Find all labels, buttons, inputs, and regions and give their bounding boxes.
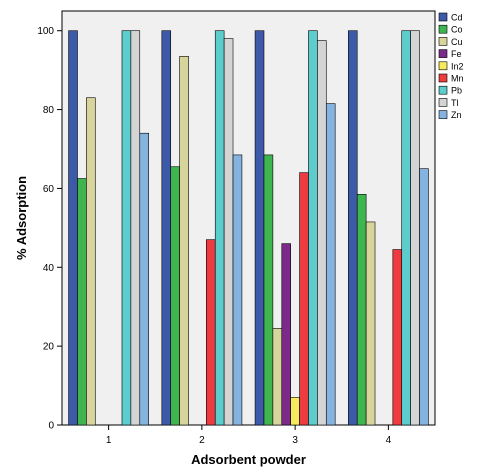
legend-label-cu: Cu bbox=[451, 37, 463, 47]
bar-pb-3 bbox=[308, 30, 318, 426]
legend-swatch-cd bbox=[438, 12, 448, 22]
plot-area bbox=[61, 10, 436, 426]
legend: Cd Co Cu Fe In2 Mn Pb Tl Zn bbox=[438, 12, 464, 120]
bar-tl-3 bbox=[317, 40, 327, 426]
bar-tl-1 bbox=[130, 30, 141, 426]
y-tick-label: 60 bbox=[43, 184, 55, 195]
legend-label-tl: Tl bbox=[451, 98, 459, 108]
bar-cu-4 bbox=[365, 221, 376, 426]
bar-cu-3 bbox=[272, 328, 283, 426]
bar-zn-3 bbox=[325, 103, 336, 426]
bar-co-3 bbox=[263, 154, 274, 426]
bar-mn-2 bbox=[206, 239, 216, 426]
legend-label-pb: Pb bbox=[451, 86, 462, 96]
legend-label-fe: Fe bbox=[451, 49, 462, 59]
y-tick-label: 80 bbox=[43, 105, 55, 116]
legend-swatch-cu bbox=[438, 37, 448, 46]
x-tick-label: 3 bbox=[292, 435, 298, 446]
bar-cd-4 bbox=[348, 30, 358, 426]
bar-tl-2 bbox=[223, 38, 234, 426]
bar-in2-3 bbox=[290, 397, 300, 426]
bar-pb-4 bbox=[401, 30, 411, 426]
x-tick-label: 1 bbox=[106, 435, 112, 446]
bar-cd-1 bbox=[68, 30, 78, 426]
bars-group bbox=[68, 30, 429, 426]
bar-cu-2 bbox=[179, 56, 189, 426]
x-tick-label: 4 bbox=[386, 435, 392, 446]
y-axis-title: % Adsorption bbox=[14, 176, 29, 260]
bar-mn-4 bbox=[392, 249, 403, 426]
y-tick-label: 100 bbox=[37, 26, 54, 37]
legend-swatch-in2 bbox=[438, 61, 448, 71]
bar-co-2 bbox=[170, 166, 180, 426]
y-tick-label: 40 bbox=[43, 263, 55, 274]
legend-label-co: Co bbox=[451, 25, 463, 35]
bar-zn-4 bbox=[419, 168, 429, 426]
bar-cu-1 bbox=[86, 97, 96, 426]
bar-cd-2 bbox=[161, 30, 172, 426]
y-tick-label: 0 bbox=[48, 421, 54, 432]
y-axis: 0 20 40 60 80 100 bbox=[37, 26, 62, 432]
y-tick-label: 20 bbox=[43, 342, 55, 353]
legend-label-cd: Cd bbox=[451, 13, 463, 23]
legend-label-zn: Zn bbox=[451, 110, 462, 120]
legend-swatch-tl bbox=[438, 98, 448, 107]
bar-co-4 bbox=[356, 194, 367, 426]
legend-swatch-pb bbox=[438, 85, 448, 95]
legend-swatch-mn bbox=[438, 73, 448, 83]
legend-swatch-fe bbox=[438, 49, 448, 58]
bar-pb-2 bbox=[214, 30, 225, 426]
bar-co-1 bbox=[77, 178, 87, 426]
bar-fe-3 bbox=[281, 243, 291, 426]
legend-label-mn: Mn bbox=[451, 74, 464, 84]
x-axis-title: Adsorbent powder bbox=[191, 452, 306, 467]
x-tick-label: 2 bbox=[199, 435, 205, 446]
legend-swatch-co bbox=[438, 24, 448, 34]
bar-pb-1 bbox=[121, 30, 132, 426]
bar-tl-4 bbox=[410, 30, 420, 426]
x-axis: 1 2 3 4 bbox=[106, 425, 392, 446]
bar-zn-2 bbox=[232, 154, 243, 426]
bar-cd-3 bbox=[254, 30, 265, 426]
legend-label-in2: In2 bbox=[451, 61, 464, 71]
bar-mn-3 bbox=[299, 172, 309, 426]
bar-zn-1 bbox=[139, 132, 149, 426]
legend-swatch-zn bbox=[438, 110, 448, 119]
